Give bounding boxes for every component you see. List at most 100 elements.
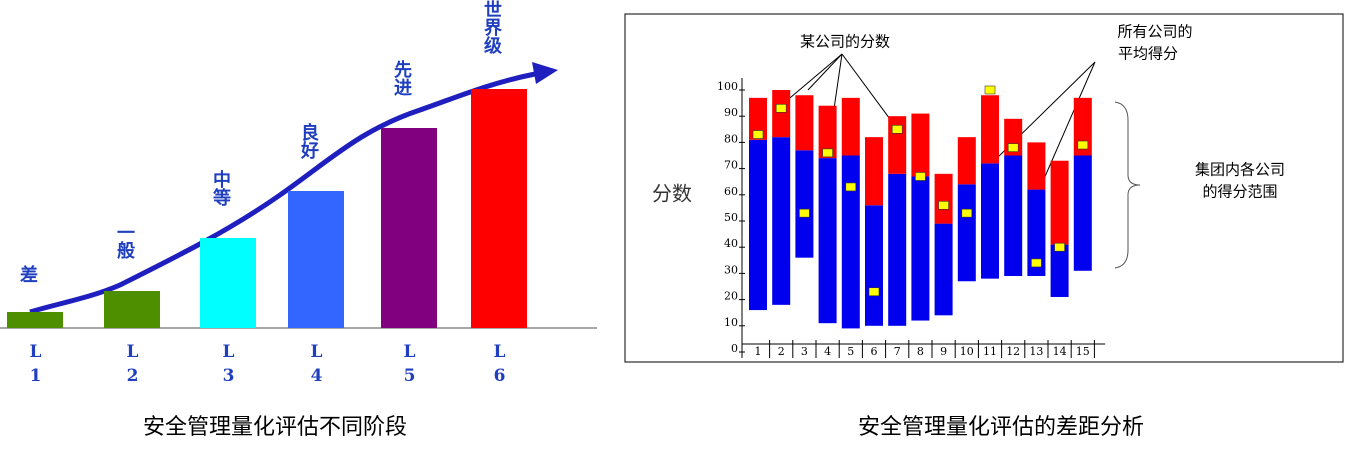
bar (381, 128, 437, 328)
x-tick-label: 10 (960, 345, 974, 358)
frame (624, 13, 1344, 363)
range-high (1027, 142, 1046, 190)
annotation: 的得分范围 (1202, 183, 1277, 201)
y-tick-label: 80 (724, 132, 738, 145)
y-tick-label: 20 (724, 290, 738, 303)
x-tick-label: 8 (917, 345, 924, 358)
x-tick-label: L5 (400, 342, 420, 390)
company-score (1031, 258, 1042, 268)
stage-label: 世界级 (481, 0, 502, 55)
x-tick-label: 4 (824, 345, 831, 358)
company-score (752, 130, 764, 139)
annotation: 所有公司的 (1117, 23, 1192, 41)
range-low (795, 150, 814, 258)
range-low (841, 155, 860, 329)
bar (471, 89, 527, 328)
y-tick-label: 0 (731, 342, 738, 355)
x-tick-label: L1 (26, 342, 46, 390)
x-tick-label: 5 (847, 345, 854, 358)
trend-arrow (29, 71, 536, 315)
range-high (749, 97, 767, 140)
annotation: 某公司的分数 (800, 33, 890, 51)
x-tick-label: 14 (1053, 345, 1067, 358)
company-score (961, 208, 973, 218)
x-tick-label: L3 (219, 342, 239, 390)
range-low (749, 139, 767, 311)
range-high (818, 105, 837, 159)
y-tick-label: 100 (717, 80, 738, 93)
stage-label: 良好 (298, 122, 320, 160)
range-high (981, 95, 999, 164)
range-high (957, 137, 976, 185)
x-tick-label: L4 (307, 342, 327, 390)
bar (200, 238, 256, 328)
x-tick-label: L6 (490, 342, 510, 390)
x-tick-label: 1 (755, 345, 762, 358)
annotation: 集团内各公司 (1195, 161, 1285, 179)
company-score (1054, 242, 1065, 252)
y-tick-label: 90 (724, 106, 738, 119)
range-high (865, 137, 883, 206)
caption: 安全管理量化评估不同阶段 (143, 415, 407, 440)
company-score (775, 104, 787, 113)
x-tick-label: L2 (123, 342, 143, 390)
range-low (957, 184, 976, 282)
bar (288, 191, 344, 328)
company-score (984, 85, 996, 95)
x-tick-label: 7 (894, 345, 901, 358)
brace (1114, 101, 1141, 269)
stage-label: 中等 (210, 169, 231, 207)
y-tick-label: 40 (724, 237, 738, 250)
range-high (772, 90, 791, 138)
range-low (1050, 244, 1069, 297)
range-low (1004, 155, 1023, 277)
range-high (841, 97, 860, 156)
range-low (772, 137, 791, 305)
range-low (981, 163, 999, 279)
range-high (888, 116, 907, 174)
y-tick-label: 70 (724, 159, 738, 172)
bar (104, 291, 160, 328)
y-axis-label: 分数 (652, 182, 692, 206)
range-high (934, 173, 953, 224)
y-tick-label: 10 (724, 316, 738, 329)
range-low (911, 176, 930, 321)
stage-label: 一般 (114, 223, 135, 260)
stage-label: 差 (17, 264, 38, 283)
range-low (888, 173, 907, 326)
x-tick-label: 6 (871, 345, 878, 358)
company-score (891, 125, 903, 134)
y-tick-label: 60 (724, 185, 738, 198)
arrow-head (532, 62, 558, 84)
range-high (911, 113, 930, 177)
x-tick-label: 2 (778, 345, 785, 358)
x-tick-label: 9 (940, 345, 947, 358)
bar (7, 312, 63, 328)
range-low (818, 158, 837, 324)
range-low (934, 223, 953, 316)
x-tick-label: 3 (801, 345, 808, 358)
x-tick-label: 15 (1076, 345, 1090, 358)
company-score (822, 148, 833, 158)
range-low (865, 205, 883, 326)
stage-label: 先进 (391, 59, 412, 97)
x-tick-label: 12 (1006, 345, 1020, 358)
company-score (1077, 140, 1089, 150)
x-tick-label: 11 (983, 345, 997, 358)
range-high (795, 95, 814, 151)
annotation: 平均得分 (1118, 45, 1178, 63)
company-score (1007, 143, 1019, 152)
x-tick-label: 13 (1029, 345, 1043, 358)
caption: 安全管理量化评估的差距分析 (858, 415, 1144, 440)
company-score (799, 208, 810, 218)
range-low (1073, 155, 1092, 271)
company-score (938, 200, 949, 210)
range-high (1050, 160, 1069, 245)
company-score (868, 287, 880, 297)
range-low (1027, 189, 1046, 277)
company-score (845, 182, 857, 192)
company-score (915, 172, 926, 181)
y-tick-label: 30 (724, 263, 738, 276)
y-tick-label: 50 (724, 211, 738, 224)
